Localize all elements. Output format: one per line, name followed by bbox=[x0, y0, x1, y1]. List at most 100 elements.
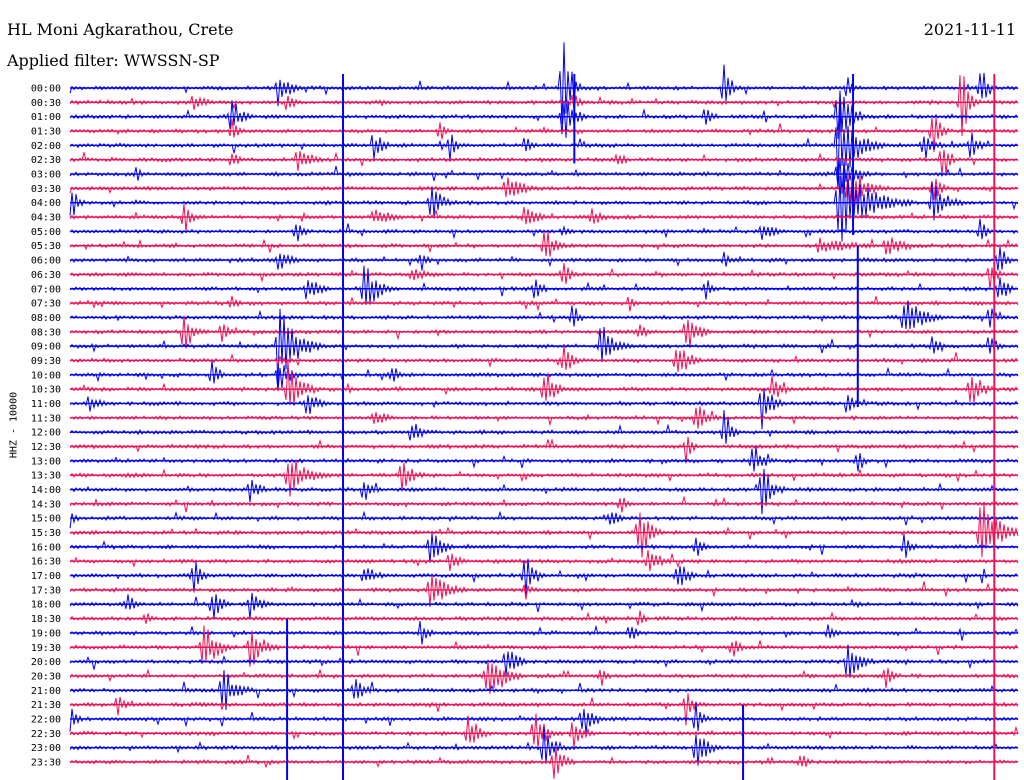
date-label: 2021-11-11 bbox=[923, 20, 1016, 39]
trace-row bbox=[69, 168, 1019, 242]
row-time-label: 19:00 bbox=[31, 628, 61, 639]
trace-row bbox=[69, 262, 1019, 290]
row-time-label: 04:00 bbox=[31, 198, 61, 209]
row-time-label: 19:30 bbox=[31, 643, 61, 654]
seismic-spikes bbox=[286, 74, 996, 780]
trace-row bbox=[69, 218, 1019, 242]
trace-row bbox=[69, 621, 1019, 645]
trace-row bbox=[69, 231, 1019, 257]
row-time-label: 05:30 bbox=[31, 241, 61, 252]
row-time-label: 11:30 bbox=[31, 413, 61, 424]
trace-row bbox=[69, 90, 1019, 139]
trace-row bbox=[69, 174, 1019, 207]
seismic-traces bbox=[69, 42, 1019, 779]
trace-row bbox=[69, 360, 1019, 405]
trace-row bbox=[69, 406, 1019, 429]
row-time-label: 22:00 bbox=[31, 714, 61, 725]
trace-row bbox=[69, 670, 1019, 710]
row-time-label: 23:30 bbox=[31, 757, 61, 768]
row-time-label: 08:30 bbox=[31, 327, 61, 338]
row-time-label: 12:30 bbox=[31, 442, 61, 453]
row-time-label: 08:00 bbox=[31, 313, 61, 324]
row-time-label: 13:00 bbox=[31, 456, 61, 467]
row-time-label: 04:30 bbox=[31, 213, 61, 224]
trace-row bbox=[69, 103, 1019, 186]
trace-row bbox=[69, 75, 1019, 137]
row-time-label: 02:00 bbox=[31, 141, 61, 152]
row-time-label: 16:00 bbox=[31, 542, 61, 553]
trace-row bbox=[69, 149, 1019, 176]
trace-row bbox=[69, 644, 1019, 678]
row-time-label: 01:00 bbox=[31, 112, 61, 123]
row-time-label: 10:00 bbox=[31, 370, 61, 381]
trace-row bbox=[69, 446, 1019, 472]
row-time-label: 06:00 bbox=[31, 256, 61, 267]
row-time-label: 18:00 bbox=[31, 600, 61, 611]
trace-row bbox=[69, 575, 1019, 607]
trace-row bbox=[69, 592, 1019, 620]
row-time-label: 14:30 bbox=[31, 499, 61, 510]
row-time-labels: 00:00 00:30 01:00 01:30 02:00 02:30 03:00 03:30… bbox=[31, 84, 61, 769]
trace-row bbox=[69, 410, 1019, 444]
trace-row bbox=[69, 625, 1019, 667]
trace-row bbox=[69, 315, 1019, 349]
row-time-label: 18:30 bbox=[31, 614, 61, 625]
trace-row bbox=[69, 300, 1019, 330]
trace-row bbox=[69, 495, 1019, 513]
trace-row bbox=[69, 558, 1019, 596]
row-time-label: 17:30 bbox=[31, 585, 61, 596]
trace-row bbox=[69, 502, 1019, 558]
station-title: HL Moni Agkarathou, Crete bbox=[7, 20, 234, 39]
row-time-label: 00:30 bbox=[31, 98, 61, 109]
trace-row bbox=[69, 117, 1019, 153]
trace-row bbox=[69, 713, 1019, 749]
trace-row bbox=[69, 533, 1019, 563]
trace-row bbox=[69, 693, 1019, 726]
row-time-label: 21:30 bbox=[31, 700, 61, 711]
row-time-label: 00:00 bbox=[31, 84, 61, 95]
row-time-label: 09:30 bbox=[31, 356, 61, 367]
row-time-label: 12:00 bbox=[31, 428, 61, 439]
row-time-label: 20:00 bbox=[31, 657, 61, 668]
row-time-label: 02:30 bbox=[31, 155, 61, 166]
row-time-label: 13:30 bbox=[31, 471, 61, 482]
trace-row bbox=[69, 459, 1019, 497]
trace-row bbox=[69, 42, 1019, 124]
row-time-label: 07:30 bbox=[31, 299, 61, 310]
row-time-label: 09:00 bbox=[31, 342, 61, 353]
trace-row bbox=[69, 550, 1019, 572]
trace-row bbox=[69, 295, 1019, 312]
trace-row bbox=[69, 344, 1019, 373]
row-time-label: 07:00 bbox=[31, 284, 61, 295]
trace-row bbox=[69, 610, 1019, 626]
trace-row bbox=[69, 157, 1019, 194]
row-time-label: 14:00 bbox=[31, 485, 61, 496]
trace-row bbox=[69, 308, 1019, 386]
row-time-label: 23:00 bbox=[31, 743, 61, 754]
trace-row bbox=[69, 203, 1019, 232]
trace-row bbox=[69, 388, 1019, 430]
trace-row bbox=[69, 702, 1019, 734]
row-time-label: 16:30 bbox=[31, 557, 61, 568]
trace-row bbox=[69, 468, 1019, 515]
trace-row bbox=[69, 726, 1019, 766]
filter-subtitle: Applied filter: WWSSN-SP bbox=[7, 51, 220, 70]
trace-row bbox=[69, 360, 1019, 391]
row-time-label: 22:30 bbox=[31, 729, 61, 740]
row-time-label: 20:30 bbox=[31, 671, 61, 682]
row-time-label: 05:00 bbox=[31, 227, 61, 238]
row-time-label: 03:00 bbox=[31, 170, 61, 181]
row-time-label: 01:30 bbox=[31, 127, 61, 138]
trace-row bbox=[69, 265, 1019, 306]
row-time-label: 15:30 bbox=[31, 528, 61, 539]
trace-row bbox=[69, 510, 1019, 529]
row-time-label: 17:00 bbox=[31, 571, 61, 582]
row-time-label: 03:30 bbox=[31, 184, 61, 195]
trace-row bbox=[69, 246, 1019, 271]
row-time-label: 10:30 bbox=[31, 385, 61, 396]
trace-row bbox=[69, 747, 1019, 779]
row-time-label: 06:30 bbox=[31, 270, 61, 281]
row-time-label: 15:00 bbox=[31, 514, 61, 525]
row-time-label: 11:00 bbox=[31, 399, 61, 410]
